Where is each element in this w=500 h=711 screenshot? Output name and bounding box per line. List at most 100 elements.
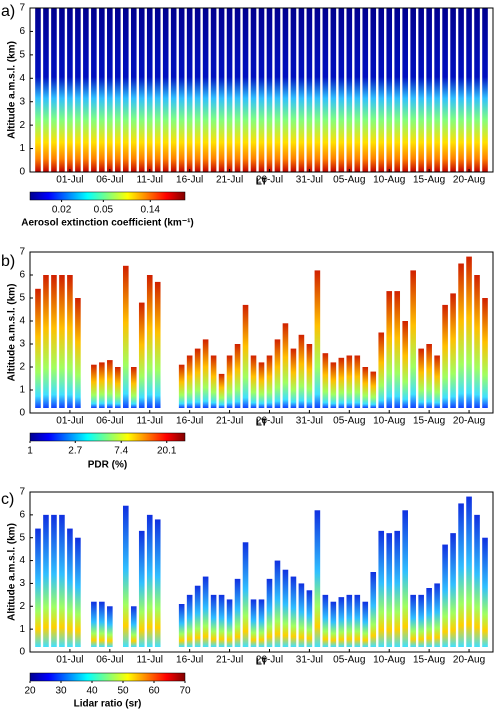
profile-column <box>354 355 361 408</box>
x-tick-label: 26-Jul <box>256 655 283 666</box>
profile-column <box>354 594 361 647</box>
profile-column <box>99 8 105 172</box>
colorbar-tick-label: 2.7 <box>68 446 82 457</box>
x-axis-label: LT <box>256 177 267 188</box>
y-tick-label: 3 <box>19 339 25 350</box>
profile-column <box>138 302 145 408</box>
profile-column <box>378 332 385 408</box>
profile-column <box>314 510 321 647</box>
x-tick-label: 15-Aug <box>413 655 445 666</box>
profile-column <box>378 8 385 172</box>
y-tick-label: 4 <box>19 555 25 566</box>
colorbar-label: Lidar ratio (sr) <box>74 699 142 710</box>
profile-column <box>402 510 408 647</box>
x-tick-label: 21-Jul <box>216 175 243 186</box>
x-tick-label: 01-Jul <box>56 175 83 186</box>
x-tick-label: 31-Jul <box>296 175 323 186</box>
y-tick-label: 3 <box>19 96 25 107</box>
profile-column <box>266 8 273 172</box>
colorbar-tick-label: 70 <box>179 686 191 697</box>
profile-column <box>75 298 81 408</box>
profile-column <box>450 533 456 647</box>
y-tick-label: 1 <box>19 143 25 154</box>
profile-column <box>59 275 65 408</box>
profile-column <box>138 530 145 647</box>
colorbar-tick-label: 1 <box>27 446 33 457</box>
profile-column <box>410 270 416 408</box>
profile-column <box>474 514 480 647</box>
profile-column <box>298 583 305 647</box>
plot-frame <box>29 7 494 173</box>
profile-column <box>314 8 321 172</box>
profile-column <box>402 8 408 172</box>
x-tick-label: 31-Jul <box>296 655 323 666</box>
profile-column <box>442 304 448 408</box>
profile-column <box>306 8 313 172</box>
y-tick-label: 6 <box>19 270 25 281</box>
profile-column <box>115 367 121 408</box>
x-tick-label: 16-Jul <box>176 416 203 427</box>
profile-column <box>146 275 153 408</box>
profile-column <box>178 8 185 172</box>
x-tick-label: 26-Jul <box>256 416 283 427</box>
profile-column <box>322 8 329 172</box>
profile-column <box>210 594 217 647</box>
x-tick-label: 05-Aug <box>333 655 365 666</box>
profile-column <box>322 594 329 647</box>
profile-column <box>250 599 257 647</box>
x-tick-label: 21-Jul <box>216 655 243 666</box>
profile-column <box>282 569 289 647</box>
profile-column <box>434 355 440 408</box>
profile-column <box>338 8 345 172</box>
colorbar-tick-label: 0.14 <box>141 205 161 216</box>
profile-column <box>386 291 393 408</box>
profile-column <box>418 348 424 408</box>
profile-column <box>410 594 416 647</box>
y-tick-label: 2 <box>19 362 25 373</box>
x-axis-label: LT <box>256 657 267 668</box>
x-tick-label: 16-Jul <box>176 175 203 186</box>
x-tick-label: 11-Jul <box>136 655 163 666</box>
profile-column <box>178 604 185 647</box>
x-tick-label: 01-Jul <box>56 655 83 666</box>
profile-column <box>474 275 480 408</box>
x-tick-label: 05-Aug <box>333 416 365 427</box>
colorbar-label: PDR (%) <box>88 460 127 471</box>
profile-column <box>274 560 281 647</box>
y-tick-label: 4 <box>19 316 25 327</box>
y-tick-label: 5 <box>19 49 25 60</box>
profile-column <box>107 360 113 408</box>
profile-column <box>194 348 201 408</box>
profile-column <box>338 597 345 647</box>
profile-column <box>130 8 137 172</box>
profile-column <box>450 8 456 172</box>
profile-column <box>306 344 313 408</box>
y-tick-label: 6 <box>19 509 25 520</box>
x-tick-label: 11-Jul <box>136 175 163 186</box>
profile-column <box>330 362 337 408</box>
profile-column <box>258 362 265 408</box>
colorbar-tick-label: 40 <box>86 686 98 697</box>
profile-column <box>162 8 169 172</box>
profile-column <box>218 8 225 172</box>
x-tick-label: 11-Jul <box>136 416 163 427</box>
profile-column <box>218 373 225 408</box>
profile-column <box>458 8 464 172</box>
profile-column <box>418 594 424 647</box>
x-tick-label: 31-Jul <box>296 416 323 427</box>
profile-column <box>51 514 57 647</box>
y-tick-label: 2 <box>19 120 25 131</box>
profile-column <box>386 533 393 647</box>
profile-column <box>59 8 65 172</box>
profile-column <box>394 530 401 647</box>
profile-column <box>91 601 97 647</box>
profile-column <box>107 8 113 172</box>
profile-column <box>330 601 337 647</box>
panel-label: a) <box>1 3 15 20</box>
profile-column <box>122 8 129 172</box>
profile-column <box>274 8 281 172</box>
colorbar-tick-label: 0.02 <box>52 205 72 216</box>
profile-column <box>370 371 377 408</box>
profile-column <box>154 519 161 647</box>
profile-column <box>338 357 345 408</box>
